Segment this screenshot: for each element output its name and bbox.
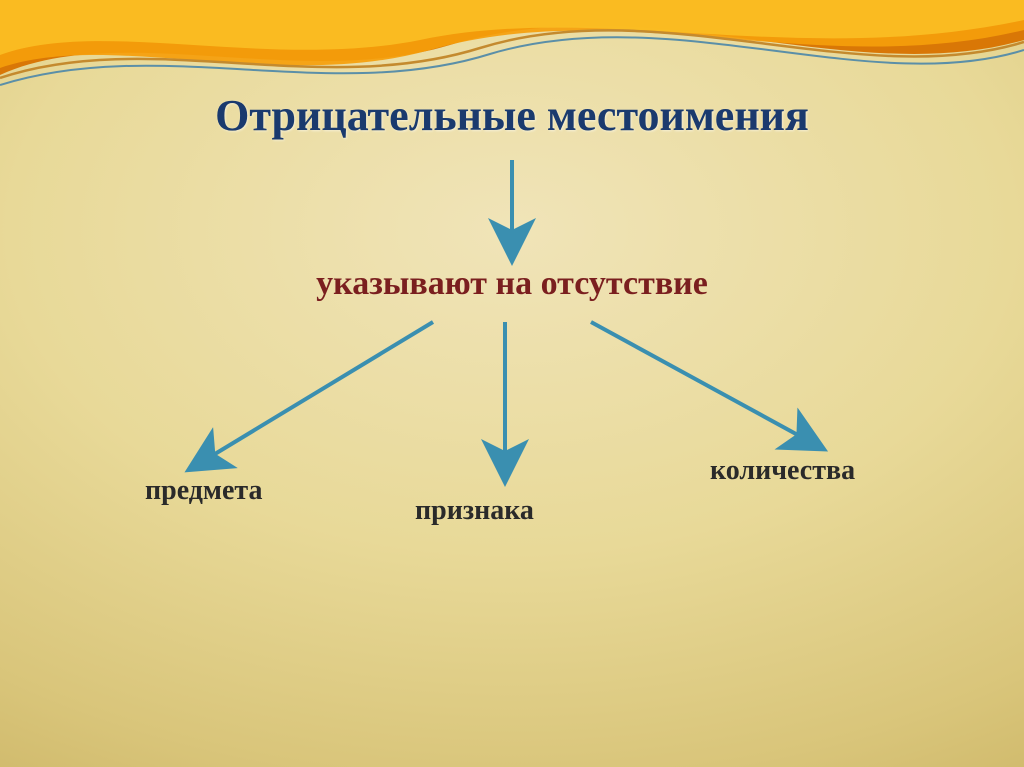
- arrow-title-to-subtitle: [497, 160, 527, 260]
- leaf-center: признака: [415, 495, 534, 527]
- arrow-to-left-leaf: [195, 318, 445, 478]
- arrow-to-center-leaf: [490, 318, 520, 478]
- leaf-right: количества: [710, 455, 855, 487]
- arrow-to-right-leaf: [585, 318, 825, 468]
- slide-root: Отрицательные местоимения указывают на о…: [0, 0, 1024, 767]
- leaf-left: предмета: [145, 475, 263, 507]
- slide-subtitle: указывают на отсутствие: [0, 265, 1024, 303]
- slide-title: Отрицательные местоимения: [0, 90, 1024, 141]
